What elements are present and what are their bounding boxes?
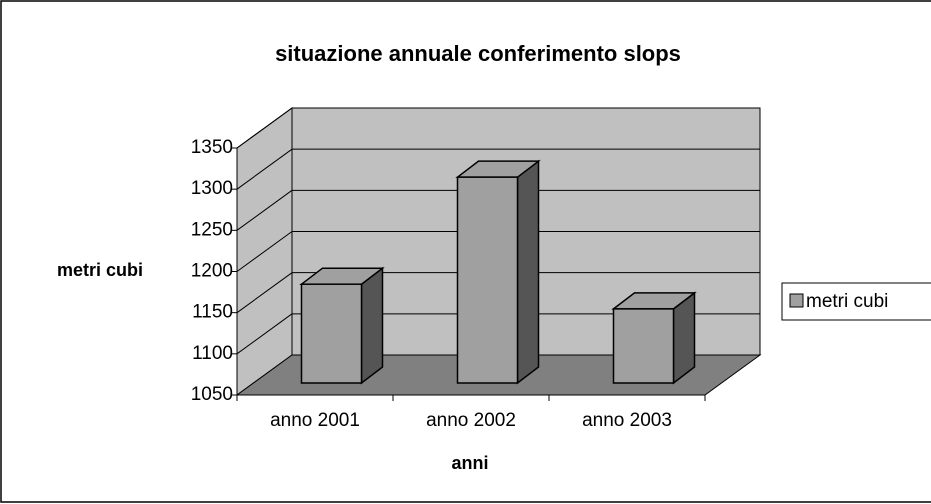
bar (456, 176, 519, 384)
y-tick-label: 1200 (191, 261, 233, 282)
y-tick-label: 1350 (191, 137, 233, 158)
legend-label: metri cubi (806, 291, 888, 312)
bar (612, 308, 675, 384)
y-axis-label: metri cubi (57, 260, 143, 280)
grid-line (236, 189, 293, 231)
x-tick-label: anno 2002 (426, 410, 516, 431)
x-tick-label: anno 2003 (582, 410, 672, 431)
grid-line (236, 107, 293, 149)
y-tick-label: 1150 (192, 302, 233, 323)
grid-line (236, 272, 293, 314)
bar-side (360, 266, 384, 385)
x-tick-label: anno 2001 (270, 410, 360, 431)
bar (300, 283, 363, 384)
bar-side (516, 159, 540, 385)
legend-box (781, 282, 931, 321)
chart-title: situazione annuale conferimento slops (275, 41, 681, 66)
y-tick-label: 1050 (191, 384, 233, 405)
grid-line (236, 148, 293, 190)
y-tick-label: 1250 (191, 219, 233, 240)
x-axis-label: anni (451, 453, 488, 473)
y-tick-label: 1100 (192, 343, 233, 364)
grid-line (236, 313, 293, 355)
legend-swatch (789, 293, 804, 308)
y-tick-label: 1300 (191, 178, 233, 199)
grid-line (236, 231, 293, 272)
